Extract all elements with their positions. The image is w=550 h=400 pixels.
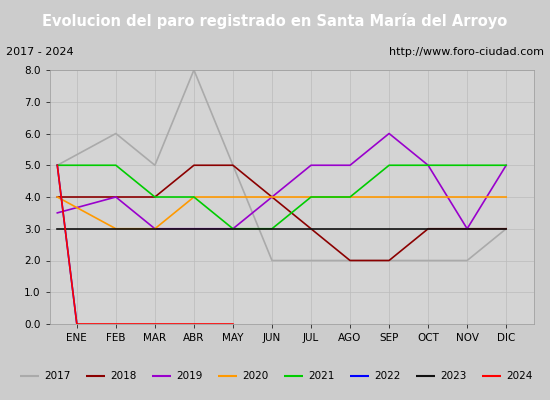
Text: http://www.foro-ciudad.com: http://www.foro-ciudad.com bbox=[389, 47, 544, 57]
Text: 2024: 2024 bbox=[506, 371, 532, 381]
Text: 2021: 2021 bbox=[308, 371, 334, 381]
Text: 2018: 2018 bbox=[110, 371, 136, 381]
Text: 2020: 2020 bbox=[242, 371, 268, 381]
Text: 2023: 2023 bbox=[440, 371, 466, 381]
Text: Evolucion del paro registrado en Santa María del Arroyo: Evolucion del paro registrado en Santa M… bbox=[42, 13, 508, 29]
Text: 2017 - 2024: 2017 - 2024 bbox=[6, 47, 73, 57]
Text: 2022: 2022 bbox=[374, 371, 400, 381]
Text: 2017: 2017 bbox=[44, 371, 70, 381]
Text: 2019: 2019 bbox=[176, 371, 202, 381]
